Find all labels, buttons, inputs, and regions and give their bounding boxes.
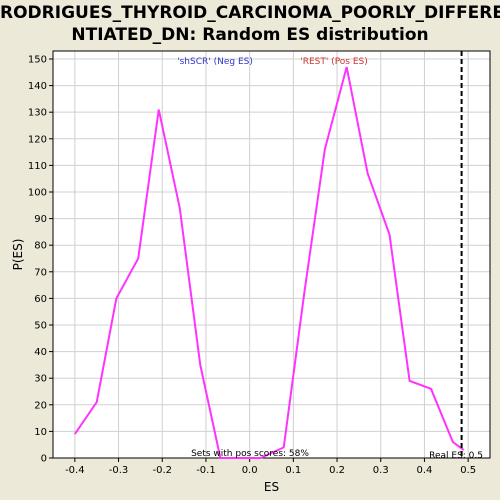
y-tick-label: 60	[34, 294, 47, 305]
x-tick-label: -0.1	[196, 465, 216, 476]
x-tick-label: -0.2	[152, 465, 172, 476]
y-tick-label: 90	[34, 214, 47, 225]
neg-es-label: 'shSCR' (Neg ES)	[177, 57, 253, 67]
x-tick-label: -0.3	[109, 465, 129, 476]
y-tick-label: 50	[34, 320, 47, 331]
y-tick-label: 110	[28, 161, 47, 172]
y-tick-label: 140	[28, 81, 47, 92]
y-tick-label: 30	[34, 374, 47, 385]
chart-title-line-1: RODRIGUES_THYROID_CARCINOMA_POORLY_DIFFE…	[0, 3, 500, 23]
x-tick-label: 0.4	[416, 465, 432, 476]
plot-area	[52, 50, 491, 459]
x-tick-label: 0.2	[329, 465, 345, 476]
x-tick-label: 0.5	[460, 465, 476, 476]
grid-lines	[53, 51, 490, 459]
y-tick-label: 130	[28, 108, 47, 119]
real-es-label: Real ES: 0.5	[429, 451, 483, 461]
y-tick-label: 70	[34, 267, 47, 278]
y-tick-label: 10	[34, 427, 47, 438]
x-axis-label: ES	[264, 480, 279, 494]
x-tick-label: 0.1	[285, 465, 301, 476]
y-tick-label: 20	[34, 400, 47, 411]
plot-border	[52, 50, 491, 459]
y-tick-label: 150	[28, 54, 47, 65]
x-tick-label: -0.4	[65, 465, 85, 476]
axes: -0.4 -0.3 -0.2 -0.1 0.0 0.1 0.2 0.3 0.4 0.5 0 10 20 3…	[28, 50, 491, 476]
y-tick-label: 0	[41, 454, 47, 465]
y-tick-label: 100	[28, 187, 47, 198]
series-line	[74, 66, 465, 459]
chart-title-line-2: NTIATED_DN: Random ES distribution	[71, 25, 429, 45]
y-tick-label: 40	[34, 347, 47, 358]
x-tick-label: 0.3	[373, 465, 389, 476]
pos-scores-label: Sets with pos scores: 58%	[191, 449, 309, 459]
y-tick-label: 80	[34, 241, 47, 252]
x-tick-label: 0.0	[242, 465, 258, 476]
y-axis-label: P(ES)	[11, 239, 25, 271]
pos-es-label: 'REST' (Pos ES)	[300, 57, 368, 67]
y-tick-label: 120	[28, 134, 47, 145]
